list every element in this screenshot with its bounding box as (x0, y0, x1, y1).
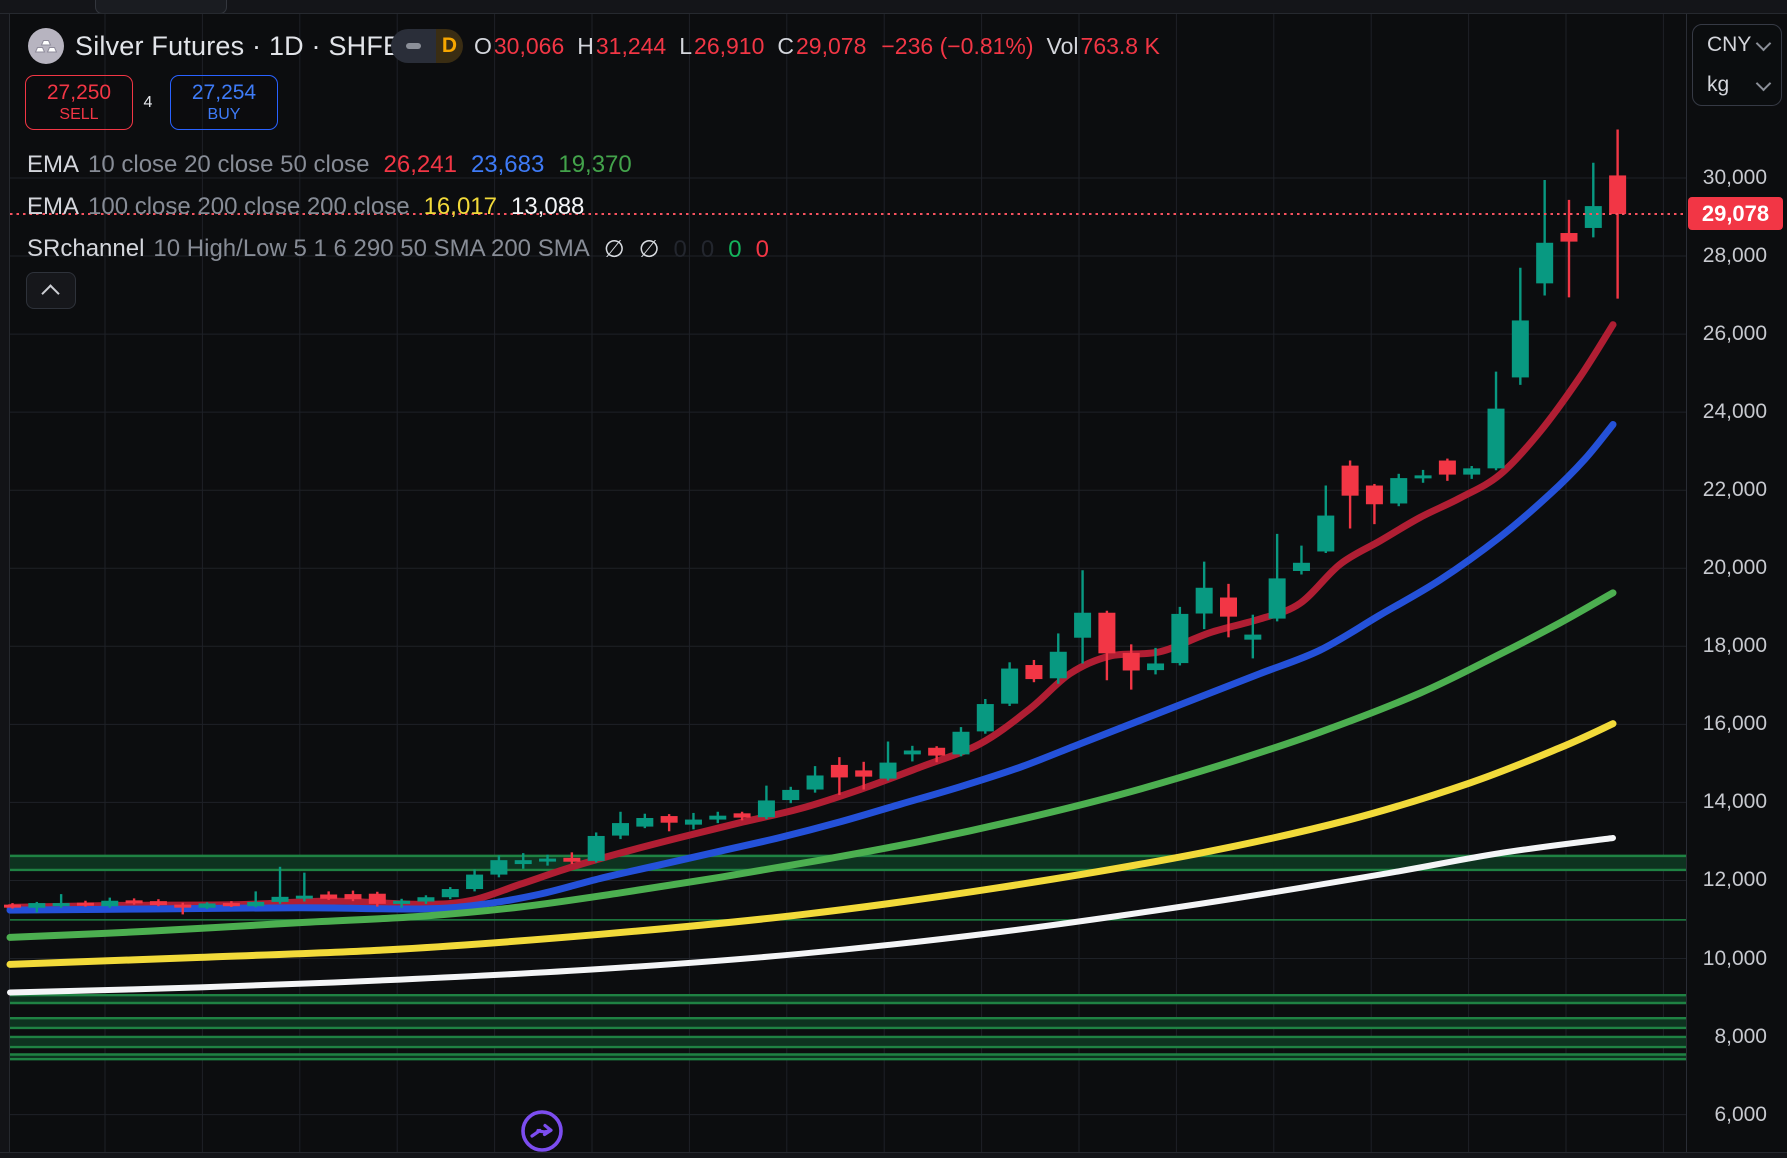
ohlc-readout: O 30,066 H 31,244 L 26,910 C 29,078 −236 (−0… (474, 27, 1160, 65)
interval-toggle[interactable]: D (391, 29, 463, 63)
indicator-value: ∅ (638, 235, 660, 263)
chevron-down-icon (1755, 75, 1772, 91)
low-label: L (679, 32, 693, 59)
price-tick-label: 8,000 (1714, 1024, 1767, 1048)
indicator-params: 10 High/Low 5 1 6 290 50 SMA 200 SMA (153, 235, 590, 262)
open-value: 30,066 (493, 32, 565, 59)
price-tick-label: 22,000 (1702, 478, 1767, 502)
buy-button[interactable]: 27,254 BUY (170, 75, 278, 130)
interval-label[interactable]: D (436, 29, 463, 63)
indicator-value: 13,088 (510, 193, 585, 220)
high-value: 31,244 (595, 32, 667, 59)
low-value: 26,910 (694, 32, 765, 59)
price-tick-label: 28,000 (1702, 244, 1767, 268)
indicator-value: 19,370 (558, 151, 632, 178)
bottom-toolbar-edge (0, 1152, 1787, 1158)
spread-value: 4 (143, 93, 153, 111)
indicator-row-ema-fast[interactable]: EMA 10 close 20 close 50 close 26,241 23,… (27, 150, 632, 180)
indicator-value: 26,241 (383, 151, 457, 178)
left-toolbar-edge (0, 14, 10, 1152)
indicator-value: 23,683 (470, 151, 545, 178)
buy-label: BUY (207, 106, 241, 124)
axis-unit-box: CNY kg (1692, 24, 1782, 106)
chevron-up-icon (41, 284, 60, 303)
currency-value: CNY (1707, 33, 1752, 56)
jump-to-latest-button[interactable] (519, 1108, 565, 1154)
sell-label: SELL (59, 106, 99, 124)
indicator-name: SRchannel (27, 235, 145, 262)
price-tick-label: 12,000 (1702, 868, 1767, 892)
indicator-row-srchannel[interactable]: SRchannel 10 High/Low 5 1 6 290 50 SMA 2… (27, 234, 769, 264)
sell-price: 27,250 (46, 80, 112, 104)
unit-value: kg (1707, 73, 1730, 96)
unit-select[interactable]: kg (1693, 65, 1781, 105)
price-tick-label: 6,000 (1714, 1102, 1767, 1126)
close-label: C (777, 32, 795, 59)
indicator-row-ema-slow[interactable]: EMA 100 close 200 close 200 close 16,017… (27, 192, 584, 222)
close-value: 29,078 (796, 32, 867, 59)
indicator-params: 10 close 20 close 50 close (88, 151, 370, 178)
price-axis-separator (1686, 14, 1687, 1152)
indicator-name: EMA (27, 193, 80, 220)
sell-button[interactable]: 27,250 SELL (25, 75, 133, 130)
toolbar-button-stub (95, 0, 227, 13)
high-label: H (577, 32, 594, 59)
buy-price: 27,254 (191, 80, 257, 104)
currency-select[interactable]: CNY (1693, 25, 1781, 65)
indicator-value: ∅ (603, 235, 625, 263)
volume-label: Vol (1046, 32, 1079, 59)
top-toolbar-edge (0, 0, 1787, 14)
price-tick-label: 16,000 (1702, 712, 1767, 736)
indicator-value: 0 (728, 235, 742, 263)
indicator-params: 100 close 200 close 200 close (88, 193, 410, 220)
indicator-value: 0 (700, 235, 715, 263)
collapse-legend-button[interactable] (26, 272, 76, 309)
open-label: O (474, 32, 492, 59)
price-tick-label: 24,000 (1702, 400, 1767, 424)
change-value: −236 (−0.81%) (881, 32, 1034, 59)
dash-icon (406, 43, 421, 49)
indicator-name: EMA (27, 151, 80, 178)
indicator-value: 0 (673, 235, 687, 263)
price-axis[interactable]: CNY kg 30,000 28,000 26,000 24,000 22,000 20,… (1687, 14, 1787, 1152)
last-price-label: 29,078 (1688, 197, 1783, 231)
indicator-value: 0 (755, 235, 769, 263)
price-tick-label: 10,000 (1702, 946, 1767, 970)
price-tick-label: 14,000 (1702, 790, 1767, 814)
symbol-title[interactable]: Silver Futures · 1D · SHFE (75, 30, 402, 61)
price-tick-label: 18,000 (1702, 634, 1767, 658)
price-tick-label: 30,000 (1702, 166, 1767, 189)
volume-value: 763.8 K (1080, 32, 1160, 59)
price-tick-label: 26,000 (1702, 322, 1767, 346)
indicator-value: 16,017 (423, 193, 497, 220)
price-tick-label: 20,000 (1702, 556, 1767, 580)
chevron-down-icon (1755, 35, 1772, 51)
silver-logo-icon[interactable] (27, 27, 65, 65)
